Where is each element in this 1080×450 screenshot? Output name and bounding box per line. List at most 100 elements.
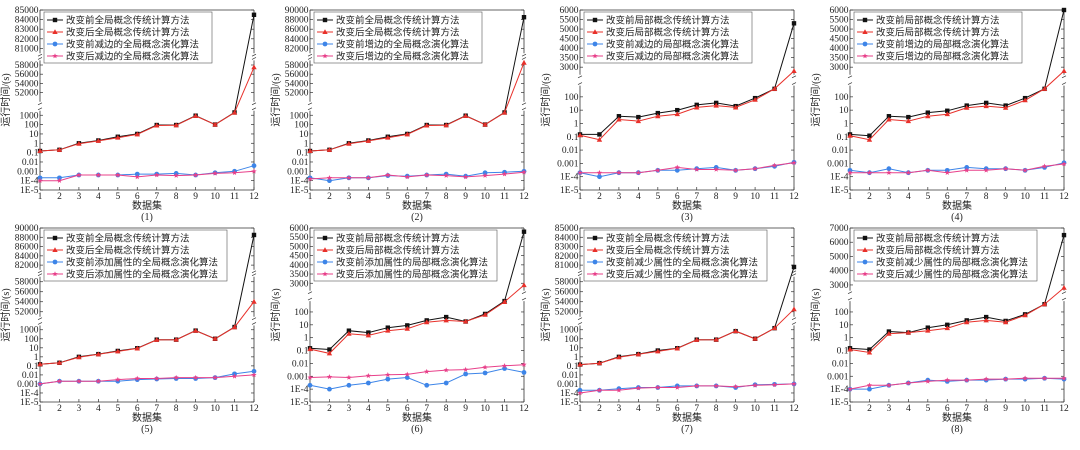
data-point-series-4 — [326, 175, 333, 181]
data-point-series-2 — [482, 121, 488, 127]
y-tick-label: 4500 — [830, 35, 849, 45]
y-tick-label: 56000 — [15, 70, 39, 80]
x-tick-label: 7 — [424, 404, 429, 414]
x-axis-label: 数据集 — [132, 411, 162, 424]
axis-break-mark — [37, 322, 43, 325]
data-point-series-4 — [732, 383, 739, 389]
data-point-series-2 — [1041, 86, 1048, 91]
data-point-series-4 — [791, 381, 797, 387]
data-point-series-4 — [635, 385, 642, 391]
data-point-series-4 — [1022, 167, 1028, 173]
x-tick-label: 2 — [327, 192, 332, 202]
x-tick-label: 2 — [327, 404, 332, 414]
data-point-series-4 — [365, 175, 372, 181]
y-tick-label: 3000 — [830, 63, 849, 73]
axis-break-mark — [307, 57, 313, 60]
data-point-series-2 — [732, 104, 739, 110]
data-point-series-2 — [635, 351, 642, 357]
data-point-series-2 — [1061, 284, 1067, 290]
subplot-5: 1E-51E-40.0010.010.111010010005200054000… — [0, 224, 259, 435]
legend-label: 改变前局部概念传统计算方法 — [336, 232, 460, 244]
axis-break-mark — [847, 291, 853, 294]
axis-break-mark — [847, 82, 853, 85]
x-tick-label: 4 — [366, 404, 371, 414]
data-point-series-4 — [37, 381, 43, 387]
data-point-series-4 — [655, 384, 661, 390]
data-point-series-4 — [577, 169, 583, 175]
data-point-series-3 — [134, 171, 140, 177]
data-point-series-1 — [945, 108, 950, 113]
data-point-series-2 — [635, 118, 642, 124]
y-tick-label: 1E-4 — [560, 173, 579, 183]
data-point-series-1 — [327, 347, 332, 352]
data-point-series-4 — [501, 363, 508, 369]
legend-label: 改变后增边的局部概念演化算法 — [876, 50, 1009, 62]
data-point-series-4 — [95, 172, 102, 178]
data-point-series-2 — [76, 354, 82, 360]
legend-marker — [862, 247, 868, 252]
legend-box — [43, 229, 228, 282]
x-tick-label: 6 — [135, 192, 140, 202]
axis-break-mark — [521, 102, 527, 106]
data-point-series-2 — [964, 319, 970, 325]
x-axis-label: 数据集 — [402, 199, 432, 212]
data-point-series-1 — [597, 132, 602, 137]
subplot-6: 1E-51E-40.0010.010.111010030003500400045… — [269, 224, 529, 435]
data-point-series-2 — [866, 349, 873, 355]
y-axis-label: 运行时间/(s) — [539, 73, 552, 126]
legend-label: 改变前增边的全局概念演化算法 — [336, 38, 469, 50]
y-tick-label: 4500 — [290, 252, 309, 262]
data-point-series-2 — [346, 140, 352, 146]
data-point-series-4 — [346, 374, 352, 380]
x-tick-label: 4 — [906, 404, 911, 414]
data-point-series-4 — [365, 372, 372, 378]
y-tick-label: 0.1 — [837, 347, 849, 357]
y-tick-label: 4000 — [830, 44, 849, 54]
data-point-series-2 — [134, 131, 140, 137]
data-point-series-2 — [154, 122, 160, 128]
data-point-series-2 — [905, 118, 912, 124]
y-tick-label: 86000 — [285, 25, 309, 35]
legend-marker — [322, 235, 328, 241]
legend: 改变前局部概念传统计算方法改变后局部概念传统计算方法改变前减少属性的局部概念演化… — [853, 229, 1038, 282]
data-point-series-3 — [443, 380, 449, 386]
y-tick-label: 10 — [29, 130, 39, 140]
data-point-series-2 — [791, 306, 797, 312]
data-point-series-2 — [732, 328, 739, 334]
legend-marker — [322, 29, 328, 34]
series-line-4 — [309, 364, 525, 379]
data-point-series-3 — [404, 375, 410, 380]
data-point-series-2 — [674, 111, 680, 117]
y-tick-label: 54000 — [555, 298, 579, 308]
x-tick-label: 1 — [848, 404, 853, 414]
data-point-series-4 — [905, 380, 912, 386]
data-point-series-4 — [752, 165, 758, 171]
x-tick-label: 9 — [193, 192, 198, 202]
axis-break-mark — [791, 273, 797, 277]
x-tick-label: 12 — [519, 192, 529, 202]
x-tick-label: 11 — [1040, 404, 1049, 414]
legend-marker — [862, 29, 868, 34]
x-axis-label: 数据集 — [672, 411, 702, 424]
data-point-series-4 — [404, 371, 410, 377]
data-point-series-4 — [847, 169, 853, 175]
y-tick-label: 1E-4 — [830, 385, 849, 395]
legend-marker — [322, 271, 328, 277]
y-tick-label: 0.1 — [27, 149, 39, 159]
data-point-series-4 — [925, 378, 931, 384]
data-point-series-2 — [443, 122, 449, 128]
y-tick-label: 58000 — [15, 278, 39, 288]
y-tick-label: 0.01 — [562, 371, 579, 381]
data-point-series-2 — [866, 136, 873, 142]
data-point-series-2 — [385, 134, 391, 140]
x-tick-label: 10 — [750, 192, 760, 202]
x-tick-label: 5 — [925, 404, 930, 414]
y-tick-label: 1E-5 — [830, 186, 849, 196]
x-tick-label: 3 — [887, 192, 892, 202]
legend: 改变前全局概念传统计算方法改变后全局概念传统计算方法改变前添加属性的全局概念演化… — [43, 229, 228, 282]
data-point-series-1 — [521, 229, 527, 234]
data-point-series-2 — [76, 140, 82, 146]
data-point-series-4 — [521, 361, 527, 367]
legend-marker — [52, 53, 58, 59]
axis-break-mark — [521, 53, 527, 57]
